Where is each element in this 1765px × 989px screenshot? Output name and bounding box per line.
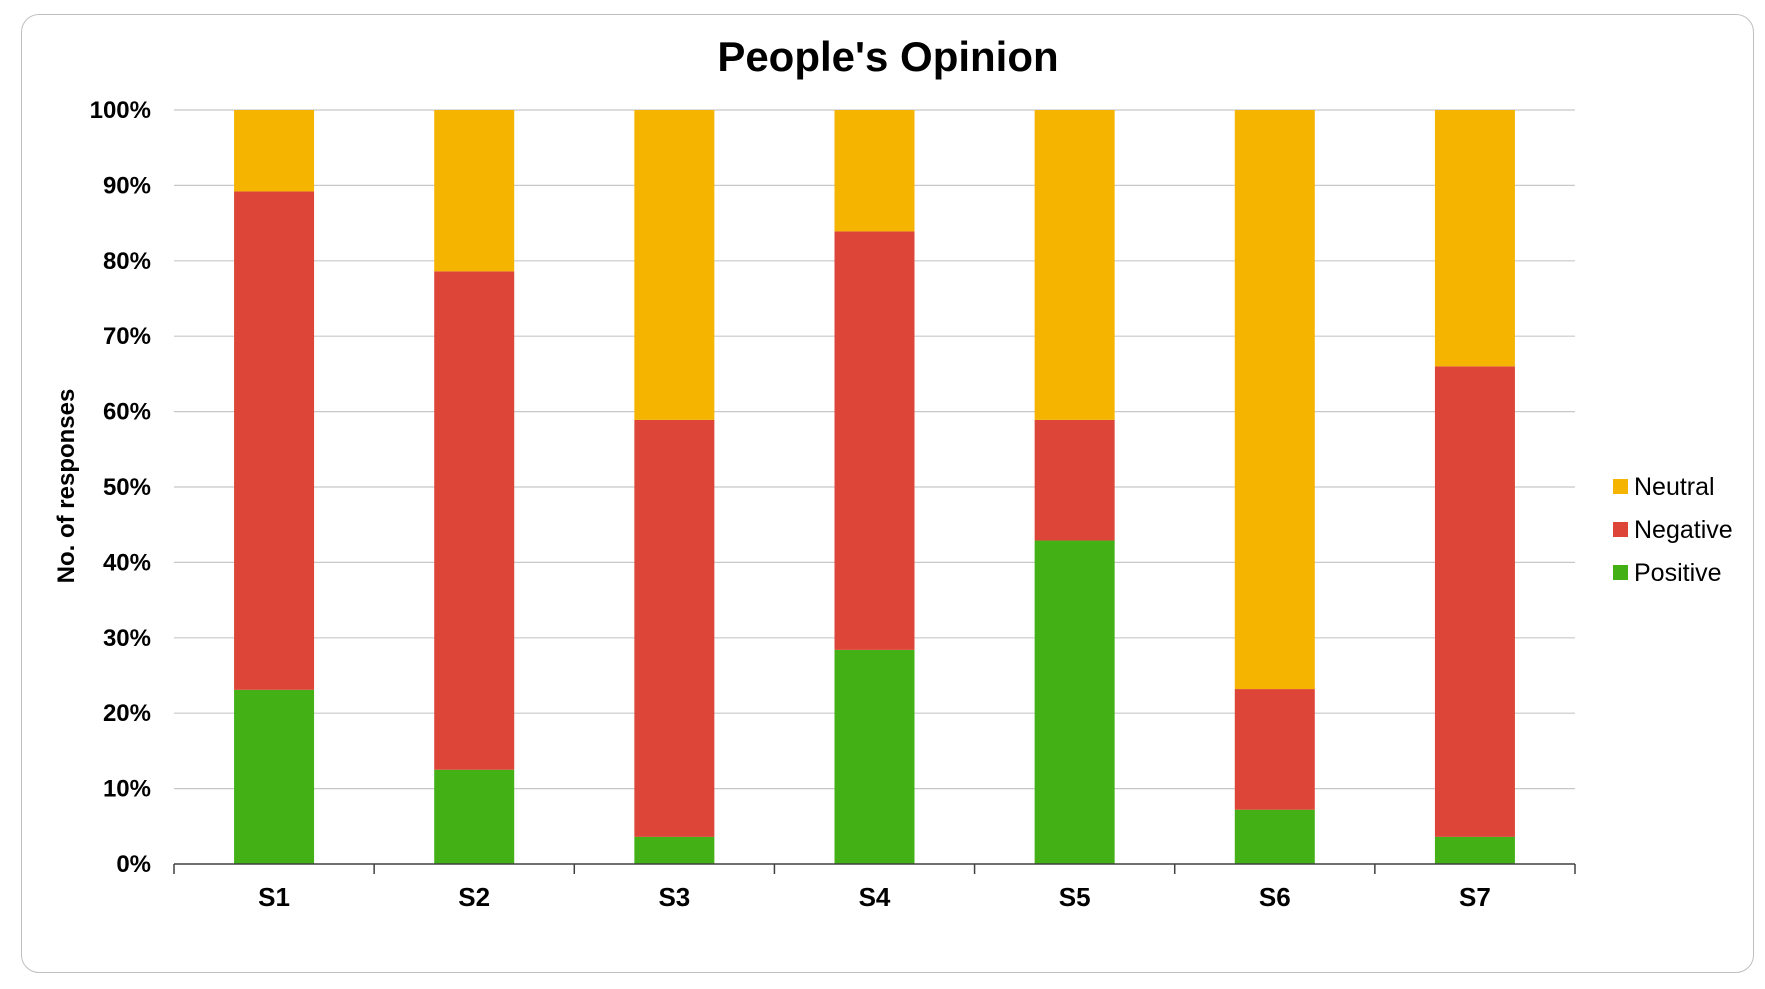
x-axis	[173, 863, 1576, 874]
x-category-label: S2	[458, 882, 490, 912]
y-tick-label: 30%	[103, 625, 151, 652]
y-tick-label: 20%	[103, 700, 151, 727]
y-axis-title: No. of responses	[53, 389, 80, 584]
legend-swatch-neutral	[1613, 479, 1628, 494]
bar-positive-s1	[234, 689, 315, 864]
bar-negative-s4	[834, 231, 915, 650]
legend-swatch-negative	[1613, 522, 1628, 537]
bars	[234, 110, 1515, 864]
y-tick-label: 50%	[103, 474, 151, 501]
bar-neutral-s3	[634, 110, 715, 420]
bar-neutral-s5	[1034, 110, 1115, 420]
bar-negative-s5	[1034, 419, 1115, 541]
legend-swatch-positive	[1613, 565, 1628, 580]
bar-positive-s3	[634, 836, 715, 864]
chart-title: People's Opinion	[717, 33, 1058, 80]
bar-neutral-s6	[1234, 110, 1315, 690]
y-tick-label: 10%	[103, 776, 151, 803]
y-tick-label: 60%	[103, 399, 151, 426]
bar-positive-s7	[1434, 836, 1515, 864]
bar-negative-s3	[634, 419, 715, 837]
bar-positive-s2	[434, 769, 515, 864]
y-tick-label: 0%	[116, 851, 151, 878]
x-category-label: S5	[1059, 882, 1091, 912]
bar-positive-s5	[1034, 540, 1115, 864]
legend-label-neutral: Neutral	[1634, 473, 1715, 501]
bar-negative-s1	[234, 191, 315, 690]
bar-negative-s2	[434, 271, 515, 770]
legend-label-negative: Negative	[1634, 516, 1733, 544]
bar-neutral-s2	[434, 110, 515, 272]
y-axis-ticks: 0% 10% 20% 30% 40% 50% 60% 70% 80% 90% 100%	[90, 97, 151, 878]
bar-positive-s6	[1234, 809, 1315, 864]
bar-negative-s7	[1434, 366, 1515, 837]
legend-label-positive: Positive	[1634, 559, 1722, 587]
bar-neutral-s1	[234, 110, 315, 192]
x-axis-labels: S1 S2 S3 S4 S5 S6 S7	[258, 882, 1491, 912]
y-tick-label: 80%	[103, 248, 151, 275]
bar-neutral-s7	[1434, 110, 1515, 367]
x-category-label: S3	[658, 882, 690, 912]
x-category-label: S1	[258, 882, 290, 912]
y-tick-label: 90%	[103, 172, 151, 199]
bar-positive-s4	[834, 649, 915, 864]
y-tick-label: 100%	[90, 97, 151, 124]
x-category-label: S6	[1259, 882, 1291, 912]
y-tick-label: 70%	[103, 323, 151, 350]
legend: Neutral Negative Positive	[1613, 473, 1733, 587]
bar-negative-s6	[1234, 689, 1315, 810]
bar-neutral-s4	[834, 110, 915, 232]
x-category-label: S7	[1459, 882, 1491, 912]
x-category-label: S4	[859, 882, 891, 912]
y-tick-label: 40%	[103, 549, 151, 576]
